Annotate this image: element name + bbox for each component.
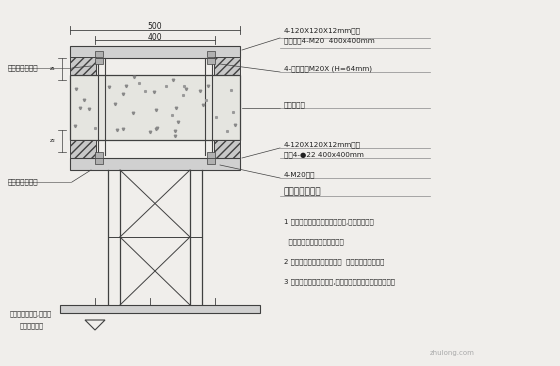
Text: 螺栓与钢板满焊: 螺栓与钢板满焊 [8, 65, 39, 71]
Bar [70, 46, 240, 58]
Text: 1 图中实线部分为整体式预埋件,按我方提供的: 1 图中实线部分为整体式预埋件,按我方提供的 [284, 218, 374, 225]
Text: 4-120X120X12mm钢板: 4-120X120X12mm钢板 [284, 27, 361, 34]
Text: 钻孔攻丝4-M20  400x400mm: 钻孔攻丝4-M20 400x400mm [284, 37, 375, 44]
Text: 中心图尺寸由土建施工预埋。: 中心图尺寸由土建施工预埋。 [284, 238, 344, 244]
Text: 4-M20螺母: 4-M20螺母 [284, 171, 315, 178]
Bar [207, 58, 215, 64]
Bar [60, 305, 260, 313]
Bar [95, 51, 103, 57]
Bar [70, 75, 240, 140]
Text: 400: 400 [148, 33, 162, 42]
Text: 3 本安装图仅供施工参考,具体做法可根据现场条件确定。: 3 本安装图仅供施工参考,具体做法可根据现场条件确定。 [284, 278, 395, 285]
Bar [70, 140, 96, 158]
Text: 螺母与钢板满焊: 螺母与钢板满焊 [8, 179, 39, 185]
Text: 4-120X120X12mm钢板: 4-120X120X12mm钢板 [284, 141, 361, 148]
Bar [95, 58, 103, 64]
Text: zhulong.com: zhulong.com [430, 350, 475, 356]
Bar [70, 57, 96, 75]
Text: 500: 500 [148, 22, 162, 31]
Text: 钻孔4-●22 400x400mm: 钻孔4-●22 400x400mm [284, 152, 364, 158]
Bar [70, 158, 240, 170]
Text: 螺母与钢板满焊: 螺母与钢板满焊 [284, 187, 321, 196]
Bar [95, 158, 103, 164]
Bar [207, 51, 215, 57]
Text: z₂: z₂ [49, 138, 55, 143]
Bar [95, 152, 103, 158]
Text: 2 图中虚线部分为焊接式支架  由我方施工时装配。: 2 图中虚线部分为焊接式支架 由我方施工时装配。 [284, 258, 384, 265]
Bar [207, 152, 215, 158]
Text: 混凝土楼板: 混凝土楼板 [284, 101, 306, 108]
Text: 4-双头螺栓M20X (H=64mm): 4-双头螺栓M20X (H=64mm) [284, 66, 372, 72]
Text: z₁: z₁ [49, 67, 55, 71]
Text: 厂家参数而定: 厂家参数而定 [20, 322, 44, 329]
Bar [214, 57, 240, 75]
Bar [207, 158, 215, 164]
Text: 标高窗框据吊塔,无影灯: 标高窗框据吊塔,无影灯 [10, 310, 52, 317]
Bar [214, 140, 240, 158]
